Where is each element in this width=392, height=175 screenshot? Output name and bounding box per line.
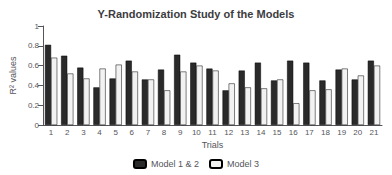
svg-text:11: 11 bbox=[208, 128, 217, 137]
svg-text:0.2: 0.2 bbox=[28, 101, 40, 110]
svg-text:21: 21 bbox=[369, 128, 378, 137]
svg-text:14: 14 bbox=[256, 128, 265, 137]
svg-text:17: 17 bbox=[305, 128, 314, 137]
svg-text:0.6: 0.6 bbox=[28, 61, 40, 70]
svg-text:20: 20 bbox=[353, 128, 362, 137]
svg-text:16: 16 bbox=[289, 128, 298, 137]
svg-text:19: 19 bbox=[337, 128, 346, 137]
svg-text:0: 0 bbox=[35, 121, 40, 130]
svg-text:Model 1 & 2: Model 1 & 2 bbox=[151, 159, 199, 169]
svg-text:9: 9 bbox=[178, 128, 183, 137]
svg-text:Model 3: Model 3 bbox=[227, 159, 259, 169]
svg-text:4: 4 bbox=[97, 128, 102, 137]
svg-text:8: 8 bbox=[162, 128, 167, 137]
svg-text:3: 3 bbox=[81, 128, 86, 137]
svg-text:18: 18 bbox=[321, 128, 330, 137]
svg-text:6: 6 bbox=[130, 128, 135, 137]
svg-text:1: 1 bbox=[35, 22, 40, 31]
svg-text:Trials: Trials bbox=[202, 140, 224, 150]
svg-text:10: 10 bbox=[192, 128, 201, 137]
svg-text:0.4: 0.4 bbox=[28, 81, 40, 90]
svg-text:0.8: 0.8 bbox=[28, 41, 40, 50]
svg-text:13: 13 bbox=[240, 128, 249, 137]
svg-text:12: 12 bbox=[224, 128, 233, 137]
svg-text:7: 7 bbox=[146, 128, 151, 137]
svg-text:1: 1 bbox=[49, 128, 54, 137]
svg-text:Y-Randomization Study of the M: Y-Randomization Study of the Models bbox=[98, 8, 295, 20]
svg-text:5: 5 bbox=[113, 128, 118, 137]
svg-text:15: 15 bbox=[273, 128, 282, 137]
svg-text:2: 2 bbox=[65, 128, 70, 137]
svg-text:R² values: R² values bbox=[8, 56, 18, 95]
